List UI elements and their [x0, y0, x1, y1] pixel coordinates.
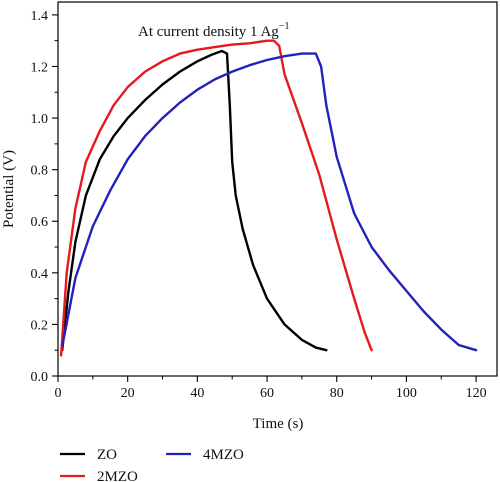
x-tick-label: 40 — [190, 386, 204, 401]
x-tick-label: 60 — [260, 386, 274, 401]
chart-annotation-superscript: −1 — [279, 21, 290, 32]
series-line-2mzo — [59, 39, 373, 357]
x-tick-label: 0 — [55, 386, 62, 401]
axis-ticks: 0 20 40 60 80 100 120 0.0 0.2 0.4 0.6 0.8 1.0 1.2 1.4 — [31, 9, 487, 401]
legend-label-2mzo: 2MZO — [97, 469, 138, 482]
x-tick-label: 100 — [396, 386, 417, 401]
y-tick-label: 1.2 — [31, 60, 49, 75]
y-tick-label: 0.6 — [31, 215, 49, 230]
series-line-4mzo — [61, 52, 478, 352]
legend-label-4mzo: 4MZO — [203, 447, 244, 463]
y-tick-label: 0.8 — [31, 164, 49, 179]
legend: ZO 2MZO 4MZO — [60, 447, 244, 482]
x-tick-label: 20 — [121, 386, 135, 401]
plot-frame — [57, 1, 498, 377]
series-line-zo — [61, 49, 328, 352]
series-lines — [59, 39, 478, 357]
y-axis-title: Potential (V) — [1, 150, 17, 228]
x-tick-label: 120 — [466, 386, 487, 401]
y-tick-label: 1.4 — [31, 9, 49, 24]
y-tick-label: 1.0 — [31, 112, 49, 127]
x-tick-label: 80 — [330, 386, 344, 401]
legend-item-4mzo: 4MZO — [166, 447, 244, 463]
x-axis-title: Time (s) — [253, 416, 304, 432]
legend-item-zo: ZO — [60, 447, 117, 463]
y-tick-label: 0.0 — [31, 370, 49, 385]
y-tick-label: 0.2 — [31, 318, 49, 333]
y-tick-label: 0.4 — [31, 267, 49, 282]
legend-item-2mzo: 2MZO — [60, 469, 138, 482]
chart-annotation: At current density 1 Ag−1 — [138, 21, 289, 40]
legend-label-zo: ZO — [97, 447, 117, 463]
